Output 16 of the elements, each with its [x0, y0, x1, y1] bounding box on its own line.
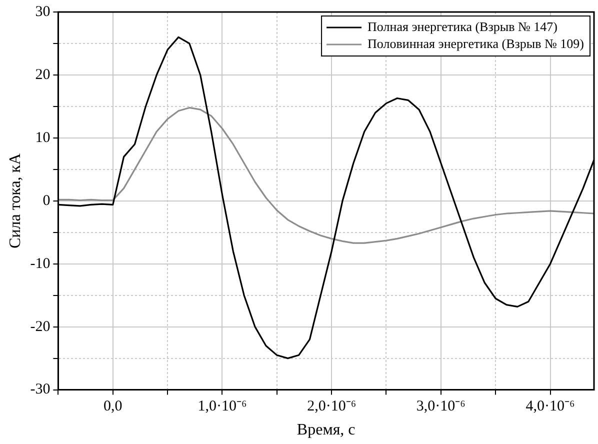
- x-tick-label: 1,0·10⁻⁶: [198, 398, 247, 415]
- y-tick-label: -10: [30, 256, 50, 272]
- x-tick-label: 0,0: [103, 398, 122, 415]
- legend-label: Полная энергетика (Взрыв № 147): [368, 18, 558, 34]
- y-tick-label: 30: [35, 4, 50, 20]
- legend-label: Половинная энергетика (Взрыв № 109): [368, 36, 584, 51]
- x-tick-label: 4,0·10⁻⁶: [526, 398, 575, 415]
- y-tick-label: 20: [35, 66, 50, 83]
- x-tick-label: 2,0·10⁻⁶: [307, 398, 356, 415]
- x-axis-title: Время, с: [296, 422, 356, 439]
- y-axis-title: Сила тока, кА: [6, 152, 24, 248]
- y-tick-label: 0: [42, 192, 50, 209]
- y-tick-label: 10: [35, 130, 50, 146]
- x-tick-label: 3,0·10⁻⁶: [416, 398, 466, 415]
- y-tick-label: -20: [30, 318, 50, 335]
- y-tick-label: -30: [30, 382, 50, 398]
